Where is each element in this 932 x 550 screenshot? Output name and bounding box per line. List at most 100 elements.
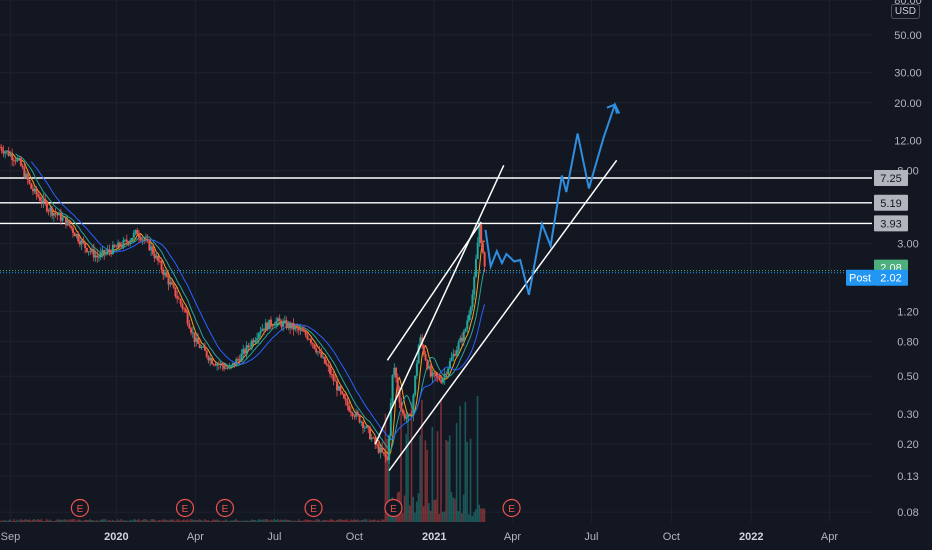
currency-label[interactable]: USD [890,4,920,19]
time-tick-label: Apr [821,531,838,543]
candle-body [452,353,455,358]
candle-body [296,326,299,329]
earnings-marker[interactable]: E [175,498,195,518]
projection-path[interactable] [484,102,621,296]
candle-body [117,242,120,248]
channel-line[interactable] [388,159,618,472]
volume-bar [289,519,291,522]
earnings-circle-icon [175,498,195,518]
volume-bar [137,519,140,522]
price-tick-label: 80.00 [894,0,922,7]
volume-bar [308,520,310,522]
channel-line[interactable] [374,165,505,445]
candle-body [308,339,311,340]
volume-bar [461,513,463,522]
candle-body [7,150,10,156]
volume-bar [127,520,130,522]
candle-body [0,147,1,148]
horizontal-levels[interactable] [0,177,872,274]
candle-body [25,173,28,178]
trend-channel-lines[interactable] [374,159,618,472]
candle-body [141,239,144,241]
volume-bar [243,520,246,522]
earnings-marker[interactable]: E [502,498,521,518]
volume-bar [84,519,86,522]
candle-body [212,364,215,365]
earnings-circle-icon [215,498,235,518]
volume-bar [273,519,276,522]
volume-bar [230,520,232,522]
volume-bar [191,519,194,522]
volume-bar [341,519,343,522]
volume-bar [134,519,137,522]
candle-body [353,415,356,417]
volume-bar [143,519,145,522]
candle-body [339,386,342,392]
candle-body [134,230,137,233]
volume-bar [203,519,206,522]
volume-bar [42,520,45,522]
candle-body [127,241,130,244]
volume-bar [384,413,387,522]
volume-bar [268,520,270,522]
volume-bar [408,505,411,522]
volume-bar [113,520,116,522]
volume-bar [280,519,283,522]
price-tick-label: 0.80 [897,336,918,348]
candle-body [462,331,465,342]
time-axis[interactable]: Sep 2020 Apr Jul Oct 2021 Apr Jul Oct 2022 Apr [1,531,839,543]
candle-body [75,234,78,237]
volume-bar [301,520,303,522]
time-tick-label: 2022 [739,531,763,543]
volume-bar [250,519,253,522]
price-tick-label: 0.50 [897,371,918,383]
volume-bar [236,520,239,522]
volume-bar [131,520,133,522]
candle-body [283,320,286,322]
candle-body [197,338,200,344]
candle-body [183,308,186,310]
volume-bar [47,520,50,522]
candle-body [384,453,387,458]
volume-bar [205,520,208,522]
candle-body [478,224,481,243]
earnings-marker[interactable]: E [304,498,323,518]
candle-body [250,340,253,347]
candle-body [188,323,191,329]
candle-body [120,246,123,248]
volume-bar [30,520,32,522]
volume-bar [249,520,251,522]
candle-body [33,188,36,192]
candle-body [273,324,276,326]
candle-body [205,350,208,357]
projection-line[interactable] [484,102,621,296]
earnings-marker[interactable]: E [215,498,235,518]
price-axis[interactable]: 80.0050.0030.0020.0012.008.003.001.200.8… [894,0,922,519]
volume-bar [188,520,190,522]
volume-bar [481,508,484,522]
volume-bar [103,519,105,522]
channel-line[interactable] [386,221,482,361]
candle-body [92,249,95,258]
earnings-marker[interactable]: E [70,498,90,518]
volume-bar [80,520,83,522]
earnings-label: E [77,504,84,515]
earnings-marker[interactable]: E [384,498,403,518]
candle-body [243,349,246,354]
price-tag-prefix: Post [849,273,871,285]
volume-bar [28,519,31,522]
candle-body [419,337,422,346]
candle-body [101,250,104,253]
price-tick-label: 20.00 [894,98,922,110]
candle-body [245,345,248,354]
volume-bar [254,519,256,522]
candle-body [87,251,90,253]
volume-bar [441,512,444,522]
volume-bar [313,520,316,522]
volume-bar [358,520,361,522]
volume-bar [429,510,432,522]
volume-bar [21,520,24,522]
volume-bar [155,520,157,522]
